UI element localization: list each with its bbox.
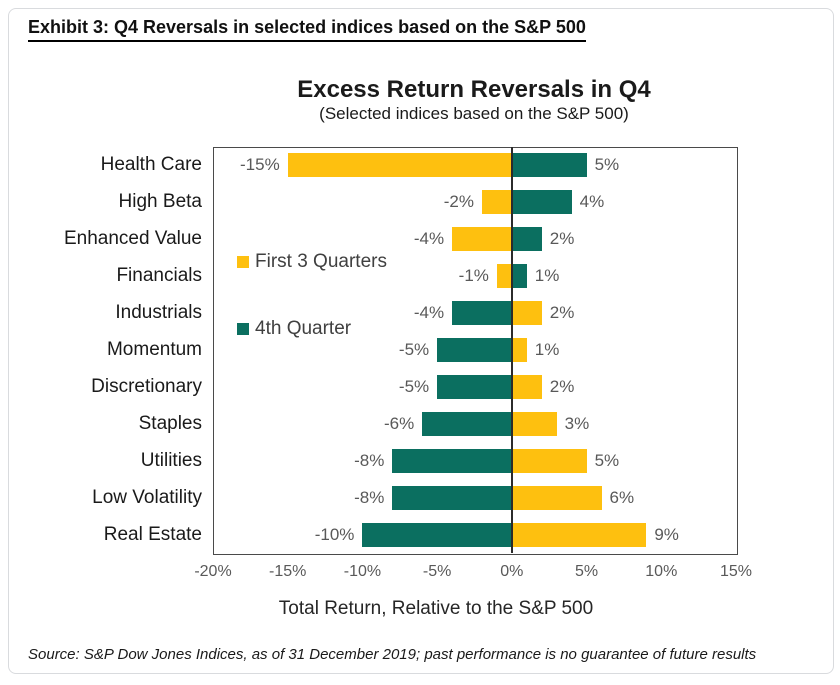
exhibit-title: Exhibit 3: Q4 Reversals in selected indi… [28,16,586,42]
bar-4th-quarter [511,264,527,289]
bar-value-label: 1% [534,340,560,359]
bar-value-label: -5% [398,376,430,396]
bar-4th-quarter [511,153,587,178]
x-axis-tick-label: -20% [194,563,232,580]
bar-4th-quarter [422,411,512,436]
bar-4th-quarter [437,338,512,362]
bar-4th-quarter [437,374,512,399]
bar-first-3-quarters [511,485,602,510]
bar-4th-quarter [511,227,542,252]
bar-value-label: -8% [354,450,385,470]
bar-first-3-quarters [511,301,542,326]
category-label: Health Care [100,154,202,176]
x-axis-tick-label: 15% [719,563,753,580]
bar-first-3-quarters [511,338,527,362]
bar-first-3-quarters [511,448,587,473]
legend-label: 4th Quarter [255,318,352,339]
category-label: Enhanced Value [63,228,202,250]
category-label: Staples [138,412,202,434]
category-label: Momentum [106,339,202,360]
bar-first-3-quarters [511,522,647,547]
x-axis-tick-label: -15% [269,563,307,580]
bar-value-label: 2% [549,376,575,396]
bar-value-label: -1% [458,266,489,286]
x-axis-tick-label: -10% [343,563,382,580]
bar-value-label: 6% [609,487,635,507]
x-axis-title: Total Return, Relative to the S&P 500 [278,598,594,619]
legend-swatch [237,256,249,268]
bar-first-3-quarters [511,411,557,436]
x-axis-tick-label: 10% [645,563,678,580]
x-axis-tick-label: 0% [500,563,524,580]
bar-value-label: 5% [594,155,620,175]
bar-value-label: -4% [413,229,445,249]
category-label: Real Estate [103,523,202,545]
bar-first-3-quarters [481,190,512,215]
bar-value-label: -4% [413,303,445,323]
zero-axis-line [510,147,513,553]
bar-value-label: -8% [354,487,385,507]
legend-swatch [237,323,249,335]
bar-4th-quarter [511,190,572,215]
chart-subtitle: (Selected indices based on the S&P 500) [319,104,629,123]
bar-first-3-quarters [452,227,512,252]
bar-value-label: 5% [594,450,620,470]
bar-4th-quarter [362,522,512,547]
source-note: Source: S&P Dow Jones Indices, as of 31 … [28,646,757,663]
bar-value-label: -5% [398,340,430,359]
category-label: Industrials [115,302,202,324]
category-label: Utilities [140,449,202,471]
bar-4th-quarter [392,448,512,473]
bar-first-3-quarters [496,264,512,289]
bar-value-label: 1% [534,266,560,286]
x-axis-tick-label: 5% [575,563,599,580]
bar-first-3-quarters [511,374,542,399]
bar-value-label: 9% [654,524,679,544]
bar-value-label: -10% [314,524,355,544]
bar-value-label: -6% [383,413,415,433]
category-label: Financials [116,265,202,287]
category-label: Low Volatility [92,486,202,508]
bar-first-3-quarters [287,153,512,178]
bar-value-label: -2% [443,192,474,212]
bar-value-label: 3% [564,413,590,433]
bar-value-label: 4% [579,192,605,212]
bar-4th-quarter [452,301,512,326]
category-label: Discretionary [91,375,202,397]
bar-value-label: 2% [549,303,575,323]
bar-value-label: 2% [549,229,575,249]
chart-title: Excess Return Reversals in Q4 [297,76,651,103]
legend-label: First 3 Quarters [255,251,387,272]
bar-value-label: -15% [240,155,280,175]
category-label: High Beta [118,191,202,213]
x-axis-tick-label: -5% [422,563,452,580]
bar-4th-quarter [392,485,512,510]
